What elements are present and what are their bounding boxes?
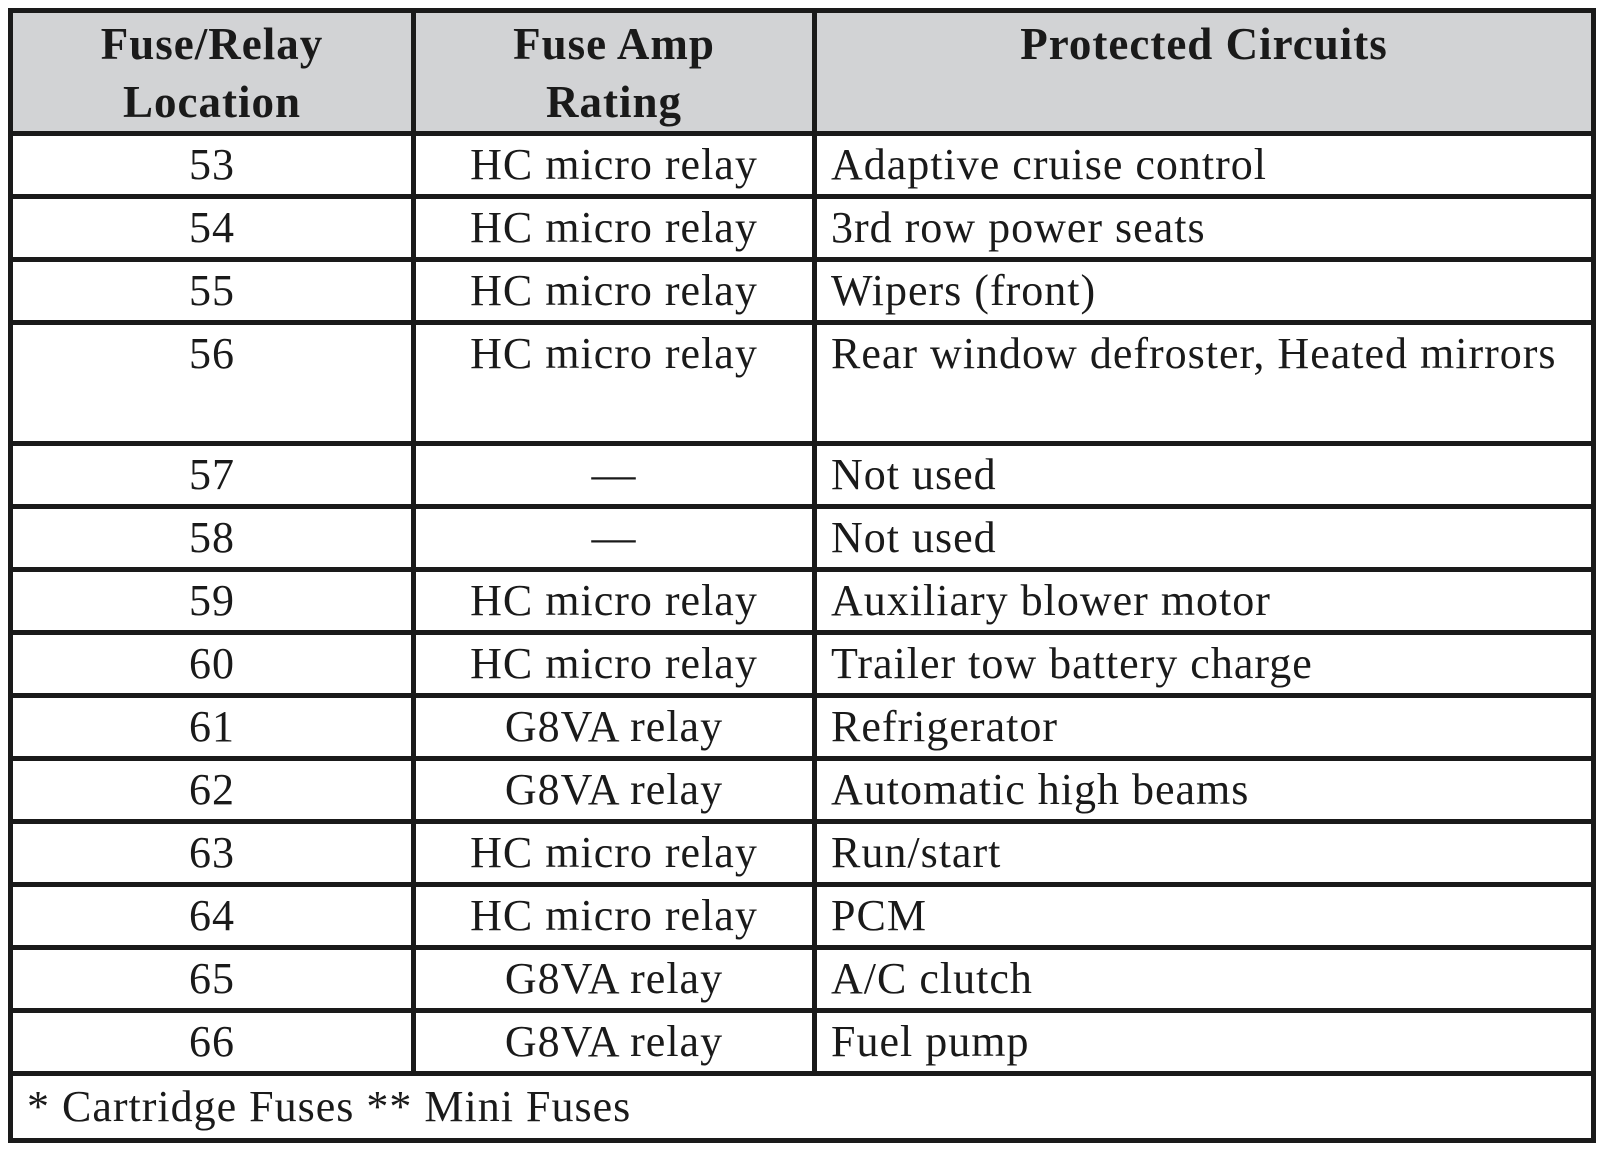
- circuits-cell: Refrigerator: [812, 693, 1596, 761]
- rating-cell: HC micro relay: [411, 257, 817, 325]
- location-cell: 57: [8, 441, 416, 509]
- rating-cell: G8VA relay: [411, 756, 817, 824]
- table-row: 64 HC micro relay PCM: [8, 882, 1596, 950]
- table-row: 65 G8VA relay A/C clutch: [8, 945, 1596, 1013]
- circuits-cell: A/C clutch: [812, 945, 1596, 1013]
- location-cell: 58: [8, 504, 416, 572]
- location-cell: 62: [8, 756, 416, 824]
- header-location: Fuse/Relay Location: [8, 8, 416, 136]
- rating-cell: HC micro relay: [411, 630, 817, 698]
- header-rating: Fuse Amp Rating: [411, 8, 817, 136]
- circuits-cell: PCM: [812, 882, 1596, 950]
- header-line: Fuse Amp: [513, 19, 715, 69]
- header-row: Fuse/Relay Location Fuse Amp Rating Prot…: [8, 8, 1596, 136]
- circuits-cell: Rear window defroster, Heated mirrors: [812, 320, 1596, 446]
- table-row: 59 HC micro relay Auxiliary blower motor: [8, 567, 1596, 635]
- header-line: Rating: [545, 77, 682, 127]
- table-row: 66 G8VA relay Fuel pump: [8, 1008, 1596, 1076]
- location-cell: 54: [8, 194, 416, 262]
- circuits-cell: Auxiliary blower motor: [812, 567, 1596, 635]
- location-cell: 65: [8, 945, 416, 1013]
- circuits-cell: Run/start: [812, 819, 1596, 887]
- circuits-cell: Not used: [812, 504, 1596, 572]
- location-cell: 61: [8, 693, 416, 761]
- circuits-cell: Wipers (front): [812, 257, 1596, 325]
- table-row: 62 G8VA relay Automatic high beams: [8, 756, 1596, 824]
- location-cell: 56: [8, 320, 416, 446]
- rating-cell: HC micro relay: [411, 882, 817, 950]
- rating-cell: —: [411, 504, 817, 572]
- header-line: Protected Circuits: [1020, 19, 1388, 69]
- footnote-row: * Cartridge Fuses ** Mini Fuses: [8, 1071, 1596, 1143]
- location-cell: 60: [8, 630, 416, 698]
- rating-cell: G8VA relay: [411, 693, 817, 761]
- location-cell: 55: [8, 257, 416, 325]
- location-cell: 63: [8, 819, 416, 887]
- table-row: 57— Not used: [8, 441, 1596, 509]
- header-line: Fuse/Relay: [100, 19, 324, 69]
- location-cell: 64: [8, 882, 416, 950]
- rating-cell: HC micro relay: [411, 819, 817, 887]
- header-circuits: Protected Circuits: [812, 8, 1596, 136]
- rating-cell: G8VA relay: [411, 1008, 817, 1076]
- header-line: Location: [122, 77, 301, 127]
- table-row: 61 G8VA relay Refrigerator: [8, 693, 1596, 761]
- location-cell: 66: [8, 1008, 416, 1076]
- circuits-cell: Not used: [812, 441, 1596, 509]
- location-cell: 59: [8, 567, 416, 635]
- table-row: 56 HC micro relay Rear window defroster, H…: [8, 320, 1596, 446]
- rating-cell: HC micro relay: [411, 320, 817, 446]
- circuits-cell: Trailer tow battery charge: [812, 630, 1596, 698]
- circuits-cell: Automatic high beams: [812, 756, 1596, 824]
- circuits-cell: Fuel pump: [812, 1008, 1596, 1076]
- table-row: 60 HC micro relay Trailer tow battery char…: [8, 630, 1596, 698]
- fuse-relay-table: Fuse/Relay Location Fuse Amp Rating Prot…: [8, 8, 1596, 1143]
- rating-cell: G8VA relay: [411, 945, 817, 1013]
- location-cell: 53: [8, 131, 416, 199]
- circuits-cell: 3rd row power seats: [812, 194, 1596, 262]
- rating-cell: HC micro relay: [411, 194, 817, 262]
- footnote: * Cartridge Fuses ** Mini Fuses: [8, 1071, 1596, 1143]
- table-row: 54 HC micro relay 3rd row power seats: [8, 194, 1596, 262]
- rating-cell: HC micro relay: [411, 567, 817, 635]
- table-row: 55 HC micro relay Wipers (front): [8, 257, 1596, 325]
- rating-cell: —: [411, 441, 817, 509]
- circuits-cell: Adaptive cruise control: [812, 131, 1596, 199]
- rating-cell: HC micro relay: [411, 131, 817, 199]
- table-row: 53 HC micro relay Adaptive cruise control: [8, 131, 1596, 199]
- table-row: 63 HC micro relay Run/start: [8, 819, 1596, 887]
- table-row: 58— Not used: [8, 504, 1596, 572]
